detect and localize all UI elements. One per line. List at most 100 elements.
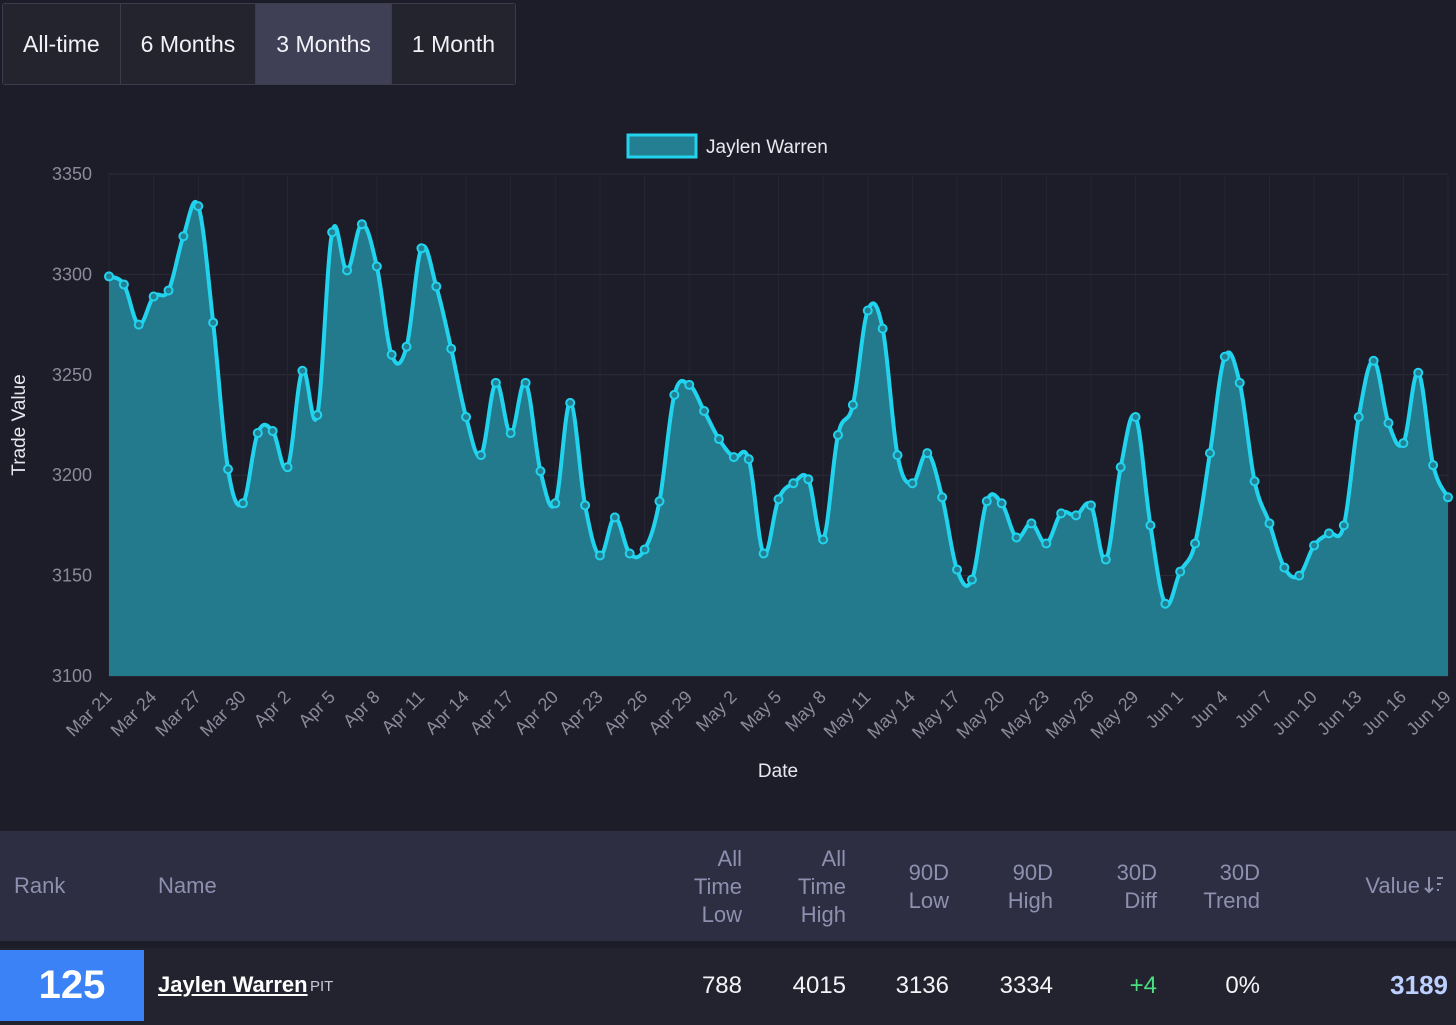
data-point[interactable]	[148, 291, 159, 302]
data-point[interactable]	[1428, 460, 1439, 471]
tab-6-months[interactable]: 6 Months	[120, 4, 257, 84]
data-point[interactable]	[981, 496, 992, 507]
data-point[interactable]	[1383, 417, 1394, 428]
header-30d-diff[interactable]: 30D Diff	[1117, 859, 1157, 915]
data-point[interactable]	[446, 343, 457, 354]
data-point[interactable]	[952, 564, 963, 575]
data-point[interactable]	[565, 397, 576, 408]
data-point[interactable]	[1219, 351, 1230, 362]
data-point[interactable]	[327, 227, 338, 238]
data-point[interactable]	[1398, 438, 1409, 449]
data-point[interactable]	[267, 426, 278, 437]
data-point[interactable]	[1264, 518, 1275, 529]
data-point[interactable]	[743, 454, 754, 465]
data-point[interactable]	[282, 462, 293, 473]
tab-3-months[interactable]: 3 Months	[256, 4, 392, 84]
data-point[interactable]	[818, 534, 829, 545]
data-point[interactable]	[1085, 500, 1096, 511]
data-point[interactable]	[1041, 538, 1052, 549]
data-point[interactable]	[1130, 411, 1141, 422]
data-point[interactable]	[803, 474, 814, 485]
data-point[interactable]	[966, 574, 977, 585]
data-point[interactable]	[223, 464, 234, 475]
data-point[interactable]	[1056, 508, 1067, 519]
data-point[interactable]	[624, 548, 635, 559]
table-row[interactable]: 125 Jaylen Warren PIT 788 4015 3136 3334…	[0, 948, 1456, 1025]
data-point[interactable]	[312, 409, 323, 420]
data-point[interactable]	[847, 399, 858, 410]
data-point[interactable]	[1279, 562, 1290, 573]
data-point[interactable]	[535, 466, 546, 477]
data-point[interactable]	[356, 219, 367, 230]
data-point[interactable]	[1323, 528, 1334, 539]
data-point[interactable]	[996, 498, 1007, 509]
legend-label[interactable]: Jaylen Warren	[706, 137, 828, 158]
data-point[interactable]	[1249, 476, 1260, 487]
data-point[interactable]	[208, 317, 219, 328]
data-point[interactable]	[1294, 570, 1305, 581]
data-point[interactable]	[252, 428, 263, 439]
data-point[interactable]	[475, 450, 486, 461]
header-rank[interactable]: Rank	[14, 873, 66, 898]
data-point[interactable]	[416, 243, 427, 254]
data-point[interactable]	[431, 281, 442, 292]
data-point[interactable]	[1011, 532, 1022, 543]
legend-swatch[interactable]	[626, 133, 698, 159]
legend[interactable]: Jaylen Warren	[626, 133, 828, 159]
header-90d-high[interactable]: 90D High	[1008, 859, 1053, 915]
data-point[interactable]	[550, 498, 561, 509]
data-point[interactable]	[1234, 377, 1245, 388]
data-point[interactable]	[684, 379, 695, 390]
data-point[interactable]	[699, 405, 710, 416]
data-point[interactable]	[580, 500, 591, 511]
data-point[interactable]	[1443, 492, 1453, 503]
data-point[interactable]	[907, 478, 918, 489]
data-point[interactable]	[1145, 520, 1156, 531]
data-point[interactable]	[1175, 566, 1186, 577]
data-point[interactable]	[237, 498, 248, 509]
data-point[interactable]	[669, 389, 680, 400]
data-point[interactable]	[862, 305, 873, 316]
data-point[interactable]	[1353, 411, 1364, 422]
data-point[interactable]	[461, 411, 472, 422]
data-point[interactable]	[758, 548, 769, 559]
tab-all-time[interactable]: All-time	[3, 4, 121, 84]
data-point[interactable]	[1026, 518, 1037, 529]
data-point[interactable]	[922, 448, 933, 459]
data-point[interactable]	[1309, 540, 1320, 551]
tab-1-month[interactable]: 1 Month	[391, 4, 515, 84]
data-point[interactable]	[609, 512, 620, 523]
data-point[interactable]	[163, 285, 174, 296]
data-point[interactable]	[505, 428, 516, 439]
sort-desc-icon[interactable]	[1424, 874, 1446, 896]
data-point[interactable]	[386, 349, 397, 360]
header-all-time-low[interactable]: All Time Low	[694, 845, 742, 929]
data-point[interactable]	[1413, 367, 1424, 378]
data-point[interactable]	[773, 494, 784, 505]
header-name[interactable]: Name	[158, 873, 217, 898]
data-point[interactable]	[1071, 510, 1082, 521]
data-point[interactable]	[104, 271, 114, 282]
data-point[interactable]	[654, 496, 665, 507]
data-point[interactable]	[892, 450, 903, 461]
data-point[interactable]	[1160, 598, 1171, 609]
player-name-link[interactable]: Jaylen Warren	[158, 972, 308, 997]
data-point[interactable]	[1100, 554, 1111, 565]
data-point[interactable]	[713, 434, 724, 445]
data-point[interactable]	[788, 478, 799, 489]
header-value[interactable]: Value	[1365, 873, 1420, 898]
data-point[interactable]	[178, 231, 189, 242]
data-point[interactable]	[193, 201, 204, 212]
data-point[interactable]	[490, 377, 501, 388]
data-point[interactable]	[520, 377, 531, 388]
data-point[interactable]	[1368, 355, 1379, 366]
data-point[interactable]	[1115, 462, 1126, 473]
data-point[interactable]	[133, 319, 144, 330]
data-point[interactable]	[342, 265, 353, 276]
data-point[interactable]	[118, 279, 129, 290]
data-point[interactable]	[297, 365, 308, 376]
data-point[interactable]	[594, 550, 605, 561]
data-point[interactable]	[937, 492, 948, 503]
data-point[interactable]	[1204, 448, 1215, 459]
header-all-time-high[interactable]: All Time High	[798, 845, 846, 929]
